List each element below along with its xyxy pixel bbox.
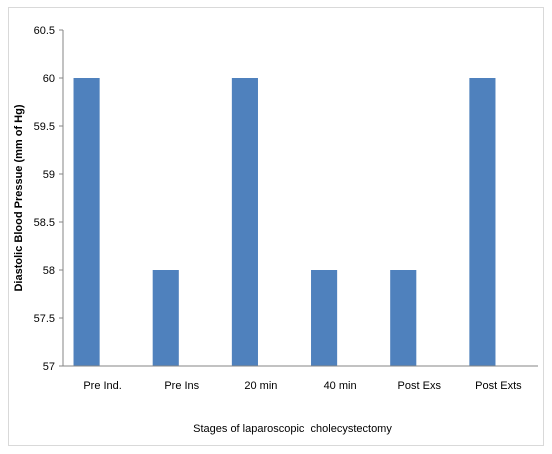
- bar-post-exts: [469, 78, 496, 366]
- y-axis-label: Diastolic Blood Pressue (mm of Hg): [13, 104, 25, 291]
- y-tick-label: 60: [43, 73, 55, 85]
- bar-40-min: [311, 270, 338, 366]
- x-tick-label: 20 min: [244, 380, 277, 392]
- x-tick-label: 40 min: [324, 380, 357, 392]
- y-tick-label: 58: [43, 265, 55, 277]
- y-tick-label: 60.5: [34, 25, 55, 37]
- y-tick-label: 57: [43, 361, 55, 373]
- x-tick-label: Pre Ind.: [83, 380, 122, 392]
- bar-post-exs: [390, 270, 417, 366]
- bar-pre-ind: [73, 78, 100, 366]
- bars: [73, 78, 496, 366]
- y-axis-ticks: 57 57.5 58 58.5 59 59.5 60 60.5: [34, 25, 63, 373]
- y-tick-label: 58.5: [34, 217, 55, 229]
- x-tick-label: Pre Ins: [164, 380, 199, 392]
- y-tick-label: 59.5: [34, 121, 55, 133]
- x-tick-label: Post Exts: [475, 380, 522, 392]
- y-tick-label: 59: [43, 169, 55, 181]
- x-axis-label: Stages of laparoscopic cholecystectomy: [193, 423, 392, 435]
- x-tick-label: Post Exs: [398, 380, 442, 392]
- bar-pre-ins: [152, 270, 179, 366]
- bar-20-min: [231, 78, 258, 366]
- x-axis-ticks: Pre Ind. Pre Ins 20 min 40 min Post Exs Post …: [83, 380, 522, 392]
- y-tick-label: 57.5: [34, 313, 55, 325]
